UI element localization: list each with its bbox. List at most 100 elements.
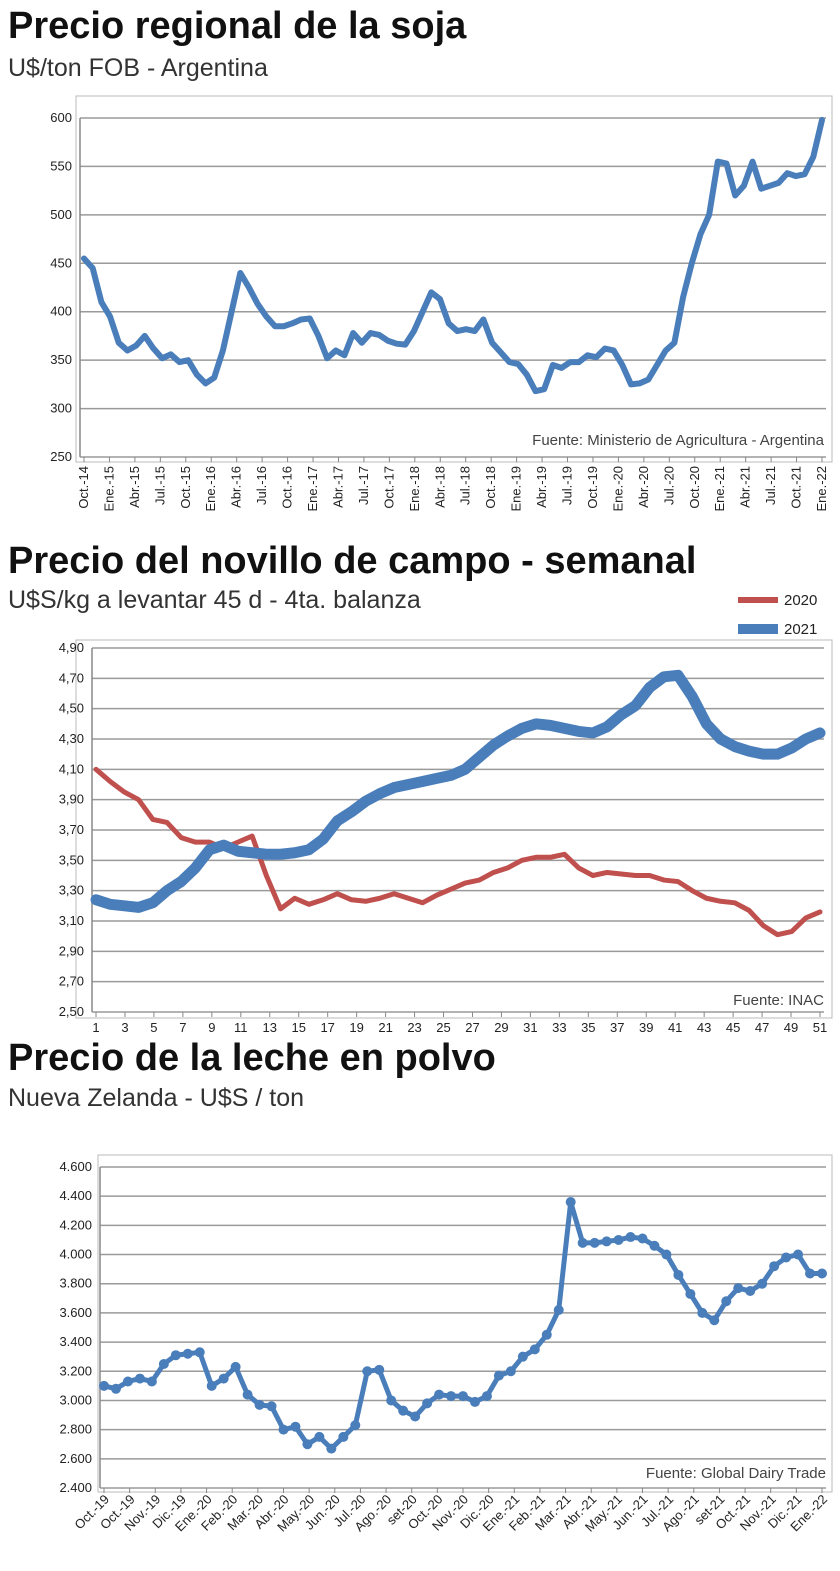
x-tick-label: Oct.-19	[585, 466, 600, 509]
y-tick-label: 3,10	[59, 913, 84, 928]
y-tick-label: 4,10	[59, 761, 84, 776]
x-tick-label: Ene.-17	[305, 466, 320, 512]
chart-frame	[75, 95, 833, 463]
x-tick-label: Ene.-19	[509, 466, 524, 512]
x-tick-label: 19	[349, 1020, 363, 1035]
data-point	[410, 1411, 421, 1422]
x-tick-label: Oct.-15	[178, 466, 193, 509]
y-tick-label: 550	[50, 158, 72, 173]
legend-label-2021: 2021	[784, 621, 817, 638]
y-tick-label: 500	[50, 207, 72, 222]
y-tick-label: 4.400	[59, 1188, 92, 1203]
y-tick-label: 250	[50, 449, 72, 464]
x-tick-label: Oct.-18	[483, 466, 498, 509]
data-point	[745, 1286, 756, 1297]
data-point	[182, 1348, 193, 1359]
data-point	[122, 1376, 133, 1387]
data-point	[781, 1252, 792, 1263]
data-point	[218, 1373, 229, 1384]
milk-powder-price-chart: Precio de la leche en polvo Nueva Zeland…	[8, 1037, 833, 1535]
x-tick-label: 11	[234, 1020, 248, 1035]
x-tick-label: Oct.-17	[381, 466, 396, 509]
chart-subtitle: Nueva Zelanda - U$S / ton	[8, 1084, 304, 1112]
y-tick-label: 4.600	[59, 1159, 92, 1174]
y-tick-label: 2.400	[59, 1480, 92, 1495]
data-point	[446, 1391, 457, 1402]
y-tick-label: 3.200	[59, 1363, 92, 1378]
chart-frame	[75, 639, 833, 1019]
x-tick-label: 3	[121, 1020, 128, 1035]
y-tick-label: 300	[50, 401, 72, 416]
data-point	[817, 1268, 827, 1279]
data-point	[350, 1420, 361, 1431]
data-point	[422, 1398, 433, 1409]
data-point	[553, 1304, 564, 1315]
x-tick-label: Abr.-18	[432, 466, 447, 508]
x-tick-label: Abr.-17	[330, 466, 345, 508]
data-point	[541, 1329, 552, 1340]
data-point	[637, 1233, 648, 1244]
x-tick-label: Jul.-17	[356, 466, 371, 505]
data-point	[374, 1364, 385, 1375]
x-tick-label: 37	[610, 1020, 624, 1035]
y-tick-label: 2,50	[59, 1004, 84, 1019]
data-point	[99, 1380, 109, 1391]
y-tick-label: 3.600	[59, 1305, 92, 1320]
x-tick-label: 49	[784, 1020, 798, 1035]
x-tick-label: Oct.-20	[687, 466, 702, 509]
data-point	[458, 1391, 468, 1402]
data-point	[769, 1261, 780, 1272]
x-tick-label: Oct.-21	[789, 466, 804, 509]
data-point	[434, 1389, 445, 1400]
x-tick-label: Jul.-16	[254, 466, 269, 505]
chart-frame	[97, 1154, 833, 1493]
x-tick-label: Jul.-15	[152, 466, 167, 505]
x-tick-label: 1	[92, 1020, 99, 1035]
source-note: Fuente: Ministerio de Agricultura - Arge…	[532, 432, 824, 449]
x-tick-label: 27	[465, 1020, 479, 1035]
data-point	[326, 1443, 337, 1454]
data-point	[721, 1296, 732, 1307]
x-tick-label: Jul.-21	[763, 466, 778, 505]
data-point	[386, 1395, 397, 1406]
x-tick-label: 13	[263, 1020, 277, 1035]
legend-label-2020: 2020	[784, 592, 817, 609]
x-tick-label: 5	[150, 1020, 157, 1035]
y-tick-label: 4,30	[59, 731, 84, 746]
y-tick-label: 350	[50, 352, 72, 367]
data-point	[505, 1366, 516, 1377]
data-point	[697, 1307, 708, 1318]
data-point	[110, 1383, 121, 1394]
chart-title: Precio regional de la soja	[8, 5, 467, 47]
y-tick-label: 2.800	[59, 1422, 92, 1437]
data-point	[134, 1373, 145, 1384]
x-tick-label: Abr.-16	[229, 466, 244, 508]
x-tick-label: Ene.-18	[407, 466, 422, 512]
data-point	[146, 1376, 157, 1387]
data-point	[661, 1249, 672, 1260]
y-tick-label: 600	[50, 110, 72, 125]
data-point	[242, 1389, 253, 1400]
x-tick-label: Abr.-21	[738, 466, 753, 508]
y-tick-label: 2,70	[59, 974, 84, 989]
data-point	[613, 1234, 624, 1245]
source-note: Fuente: Global Dairy Trade	[646, 1465, 826, 1482]
data-point	[685, 1288, 696, 1299]
y-tick-label: 3.000	[59, 1392, 92, 1407]
x-tick-label: Oct.-14	[76, 466, 91, 509]
x-tick-label: 15	[291, 1020, 305, 1035]
data-point	[278, 1424, 289, 1435]
x-tick-label: Ene.-15	[101, 466, 116, 512]
data-point	[362, 1366, 373, 1377]
data-point	[481, 1391, 492, 1402]
data-point	[565, 1197, 576, 1208]
data-point	[314, 1431, 325, 1442]
y-tick-label: 3.400	[59, 1334, 92, 1349]
y-tick-label: 2.600	[59, 1451, 92, 1466]
y-tick-label: 3.800	[59, 1276, 92, 1291]
x-tick-label: 31	[523, 1020, 537, 1035]
x-tick-label: Abr.-20	[636, 466, 651, 508]
plot-area: 2,50 2,70 2,90 3,10 3,30 3,50 3,70 3,90 4,10 4,30…	[59, 639, 833, 1035]
data-point	[589, 1237, 600, 1248]
